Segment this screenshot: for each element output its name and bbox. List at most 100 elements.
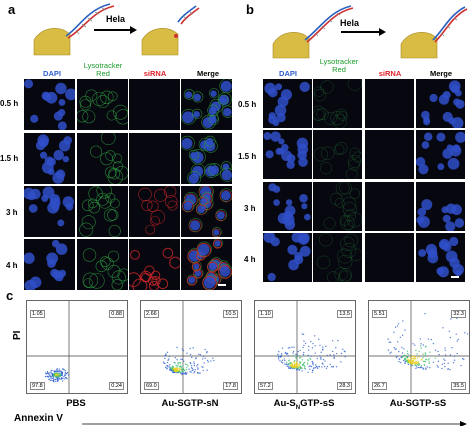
- flow-sample-name-2: Au-S: [273, 398, 296, 409]
- flow-plot-0: 1.05 0.88 97.8 0.24: [26, 300, 128, 394]
- flow-plot-1-quadrant-1: 10.5: [223, 310, 238, 318]
- b-micrograph-sirna-1: [365, 130, 414, 179]
- attached-dna-icon: [432, 6, 468, 43]
- flow-plot-3-quadrant-2: 26.7: [372, 382, 387, 390]
- col-header-lyso-a: Lysotracker Red: [83, 61, 123, 78]
- col-header-merge-a: Merge: [196, 69, 220, 78]
- b-micrograph-lyso-1: [313, 130, 362, 179]
- flow-plot-0-quadrant-3: 0.24: [109, 382, 124, 390]
- b-micrograph-lyso-3: [313, 233, 362, 282]
- flow-sample-label-2: Au-SNGTP-sS: [244, 398, 364, 411]
- row-label-b-1: 1.5 h: [238, 152, 257, 161]
- row-label-b-0: 0.5 h: [238, 100, 257, 109]
- flow-sample-tail-2: GTP-sS: [300, 398, 335, 409]
- b-micrograph-lyso-0: [313, 79, 362, 128]
- a-micrograph-merge-3: [181, 239, 232, 290]
- flow-plot-2-quadrant-3: 28.3: [337, 382, 352, 390]
- gold-nanoparticle-icon: [33, 28, 71, 56]
- flow-plot-2-quadrant-1: 13.5: [337, 310, 352, 318]
- a-micrograph-dapi-2: [24, 186, 75, 237]
- b-micrograph-dapi-2: [263, 182, 312, 231]
- a-micrograph-sirna-1: [129, 133, 180, 184]
- flow-plot-0-quadrant-2: 97.8: [30, 382, 45, 390]
- flow-plot-2: 1.10 13.5 57.2 28.3: [254, 300, 356, 394]
- a-micrograph-lyso-2: [77, 186, 128, 237]
- a-micrograph-dapi-3: [24, 239, 75, 290]
- gold-nanoparticle-icon: [272, 32, 310, 59]
- panel-label-c: c: [6, 288, 14, 303]
- col-header-dapi-b: DAPI: [279, 69, 297, 78]
- row-label-a-0: 0.5 h: [0, 99, 19, 108]
- b-micrograph-merge-0: [416, 79, 465, 128]
- gold-nanoparticle-after-icon: [141, 28, 179, 56]
- flow-plot-2-quadrant-2: 57.2: [258, 382, 273, 390]
- b-micrograph-merge-2: [416, 182, 465, 231]
- a-micrograph-sirna-2: [129, 186, 180, 237]
- flow-plot-0-quadrant-0: 1.05: [30, 310, 45, 318]
- a-micrograph-merge-2: [181, 186, 232, 237]
- dna-strand-icon: [304, 5, 354, 43]
- flow-sample-name-3: Au-SGTP-sS: [389, 398, 447, 409]
- arrow-icon: [341, 28, 386, 36]
- flow-sample-name-1: Au-SGTP-sN: [161, 398, 219, 409]
- a-micrograph-sirna-3: [129, 239, 180, 290]
- b-micrograph-sirna-3: [365, 233, 414, 282]
- col-header-lyso-b: Lysotracker Red: [319, 57, 359, 74]
- row-label-b-2: 3 h: [244, 204, 256, 213]
- panel-label-a: a: [8, 2, 16, 17]
- flow-sample-label-3: Au-SGTP-sS: [358, 398, 474, 409]
- scheme-a: [33, 3, 200, 56]
- scheme-b-arrow-label: Hela: [340, 18, 360, 28]
- gold-nanoparticle-after-icon: [400, 32, 438, 59]
- col-header-sirna-b: siRNA: [378, 69, 402, 78]
- b-micrograph-lyso-2: [313, 182, 362, 231]
- flow-plot-1-quadrant-3: 17.8: [223, 382, 238, 390]
- x-axis-label: Annexin V: [14, 413, 63, 424]
- row-label-a-3: 4 h: [6, 261, 18, 270]
- flow-plot-3-quadrant-1: 32.3: [451, 310, 466, 318]
- a-micrograph-lyso-1: [77, 133, 128, 184]
- panel-label-b: b: [246, 2, 254, 17]
- a-micrograph-lyso-0: [77, 79, 128, 130]
- flow-sample-label-1: Au-SGTP-sN: [130, 398, 250, 409]
- a-micrograph-dapi-1: [24, 133, 75, 184]
- a-scale-bar: [218, 284, 226, 286]
- flow-plot-3-quadrant-3: 35.5: [451, 382, 466, 390]
- a-micrograph-merge-1: [181, 133, 232, 184]
- b-micrograph-merge-3: [416, 233, 465, 282]
- flow-sample-subscript-2: N: [295, 404, 301, 411]
- dna-strand-icon: [65, 3, 115, 39]
- flow-plot-1-quadrant-0: 2.66: [144, 310, 159, 318]
- b-scale-bar: [451, 276, 459, 278]
- col-header-dapi-a: DAPI: [43, 69, 61, 78]
- flow-plot-3-quadrant-0: 5.51: [372, 310, 387, 318]
- flow-sample-name-0: PBS: [66, 398, 86, 409]
- scheme-b: [272, 5, 468, 59]
- flow-sample-label-0: PBS: [16, 398, 136, 409]
- col-header-merge-b: Merge: [429, 69, 453, 78]
- a-micrograph-sirna-0: [129, 79, 180, 130]
- b-micrograph-dapi-1: [263, 130, 312, 179]
- b-micrograph-sirna-2: [365, 182, 414, 231]
- row-label-b-3: 4 h: [244, 255, 256, 264]
- b-micrograph-dapi-3: [263, 233, 312, 282]
- b-micrograph-dapi-0: [263, 79, 312, 128]
- y-axis-label: PI: [12, 330, 23, 340]
- a-micrograph-lyso-3: [77, 239, 128, 290]
- b-micrograph-merge-1: [416, 130, 465, 179]
- x-axis-arrowhead-icon: [460, 421, 467, 426]
- flow-plot-0-quadrant-1: 0.88: [109, 310, 124, 318]
- a-micrograph-dapi-0: [24, 79, 75, 130]
- axis-arrows: [82, 421, 467, 426]
- row-label-a-1: 1.5 h: [0, 154, 19, 163]
- flow-plot-3: 5.51 32.3 26.7 35.5: [368, 300, 470, 394]
- flow-plot-1-quadrant-2: 69.0: [144, 382, 159, 390]
- row-label-a-2: 3 h: [6, 208, 18, 217]
- b-micrograph-sirna-0: [365, 79, 414, 128]
- a-micrograph-merge-0: [181, 79, 232, 130]
- flow-plot-2-quadrant-0: 1.10: [258, 310, 273, 318]
- flow-plot-1: 2.66 10.5 69.0 17.8: [140, 300, 242, 394]
- scheme-a-arrow-label: Hela: [106, 14, 126, 24]
- col-header-sirna-a: siRNA: [143, 69, 167, 78]
- released-dna-icon: [177, 5, 200, 25]
